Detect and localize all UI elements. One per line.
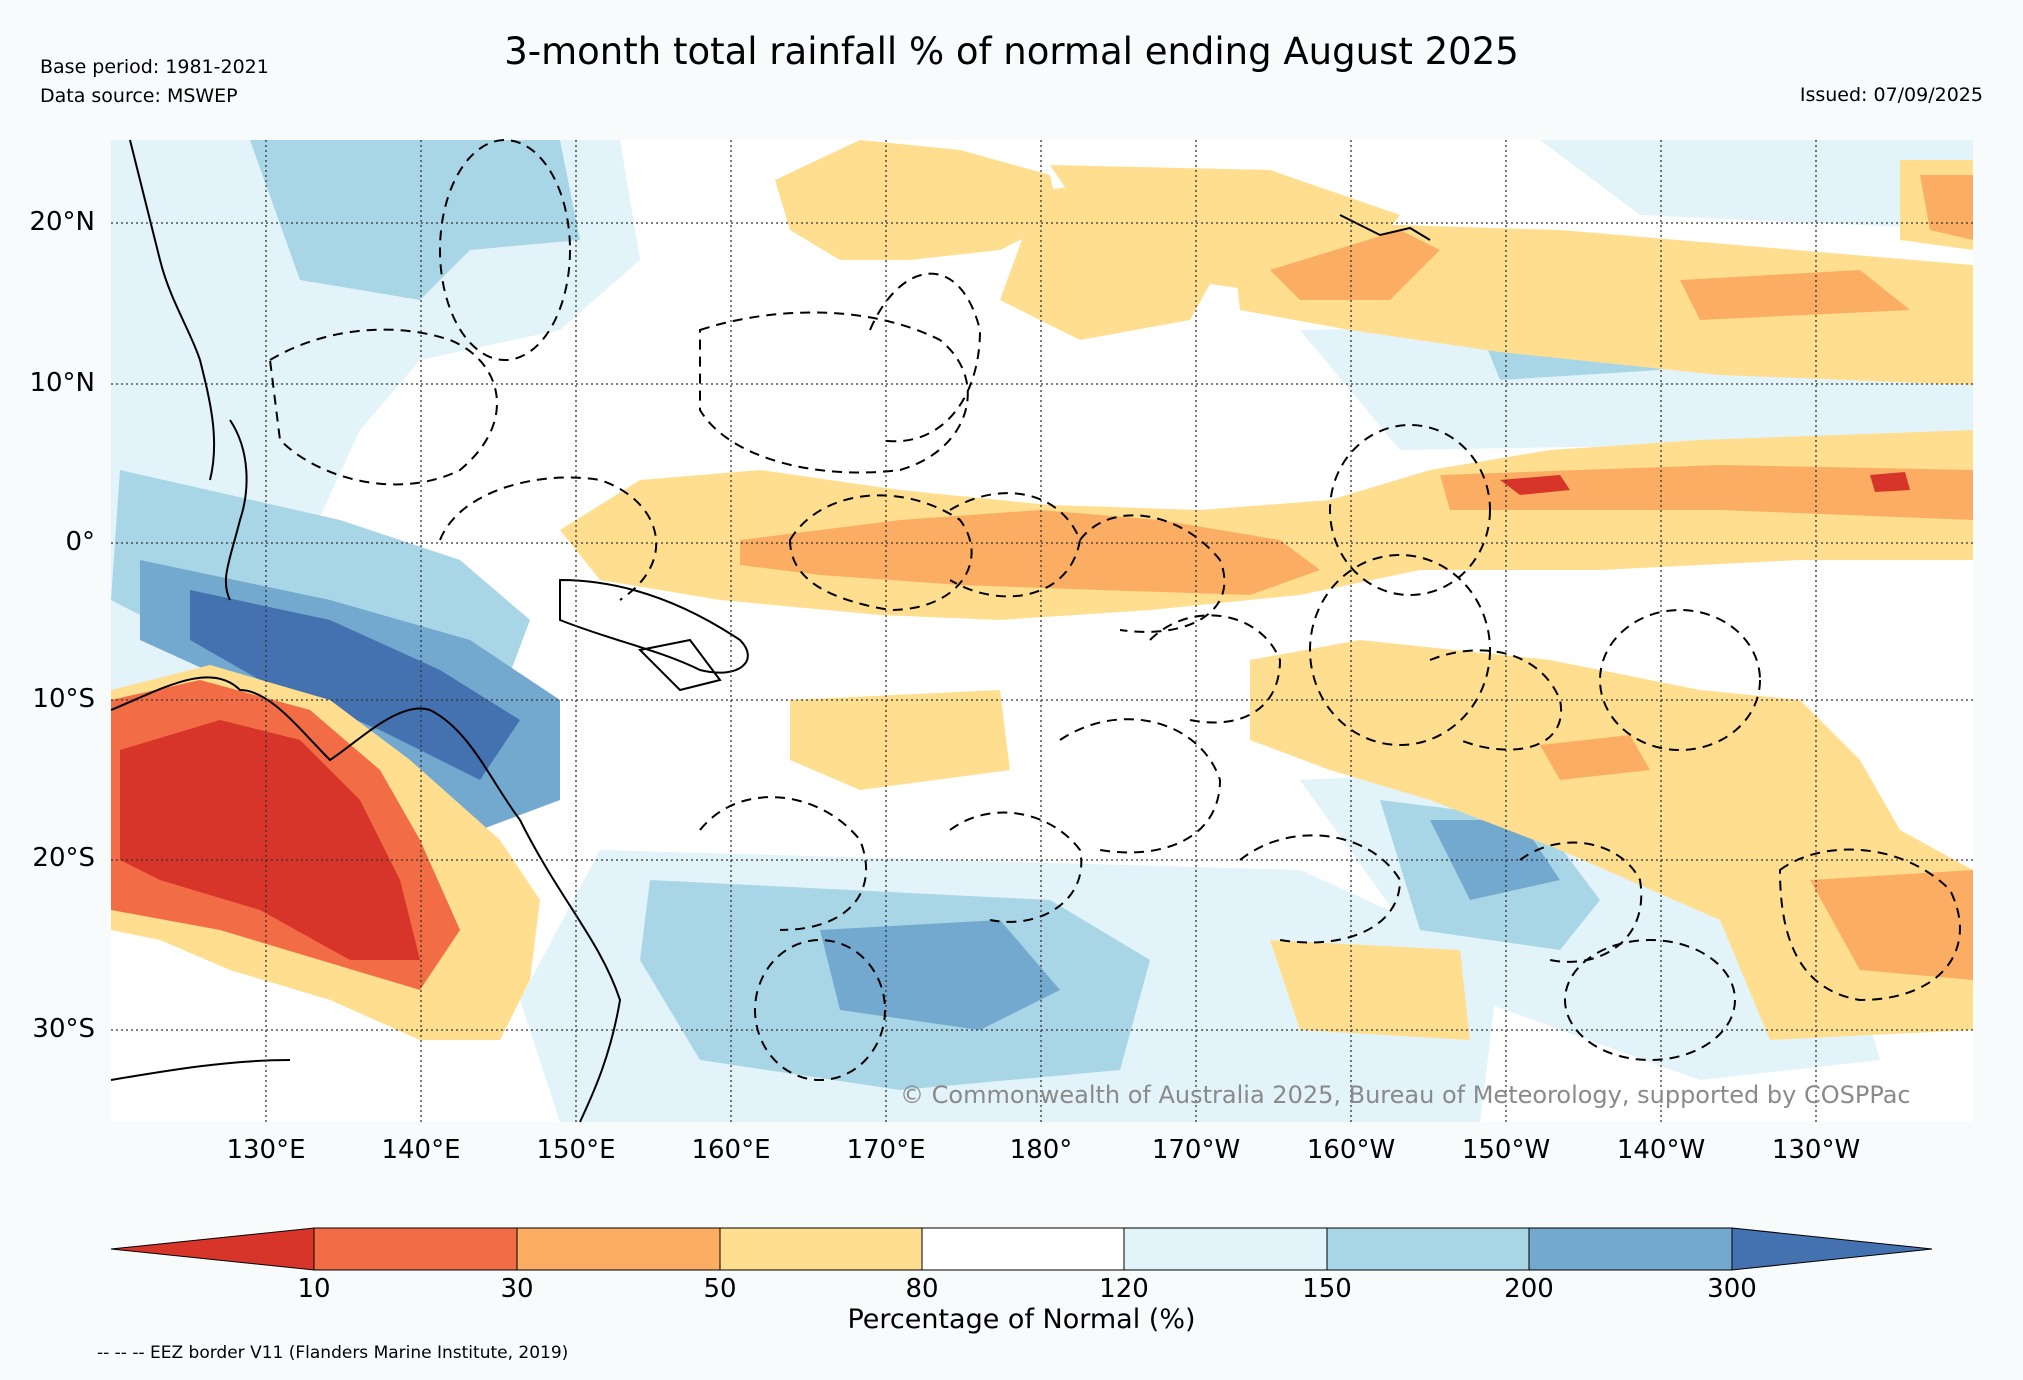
issued-date-label: Issued: 07/09/2025 (1799, 84, 1983, 106)
lon-label-150w: 150°W (1461, 1135, 1551, 1165)
lon-label-140e: 140°E (381, 1135, 461, 1165)
colorbar-title: Percentage of Normal (%) (847, 1304, 1196, 1335)
lon-label-180: 180° (1009, 1135, 1073, 1165)
lat-label-20n: 20°N (29, 207, 95, 237)
colorbar-segment-150-200 (1326, 1227, 1530, 1271)
colorbar-tick-150: 150 (1302, 1274, 1352, 1304)
colorbar-tick-50: 50 (703, 1274, 737, 1304)
lon-label-150e: 150°E (536, 1135, 616, 1165)
lon-label-140w: 140°W (1616, 1135, 1706, 1165)
eez-border-note: -- -- -- EEZ border V11 (Flanders Marine… (97, 1343, 569, 1363)
lat-label-10s: 10°S (32, 684, 95, 714)
colorbar-tick-80: 80 (905, 1274, 939, 1304)
colorbar-segment-gt300 (1731, 1227, 1933, 1271)
colorbar-tick-200: 200 (1504, 1274, 1554, 1304)
lon-label-160e: 160°E (691, 1135, 771, 1165)
colorbar-segment-200-300 (1528, 1227, 1733, 1271)
lat-label-0: 0° (65, 527, 95, 557)
lon-label-160w: 160°W (1306, 1135, 1396, 1165)
graticule (111, 140, 1973, 1122)
rainfall-field (111, 140, 1973, 1122)
colorbar-tick-300: 300 (1707, 1274, 1757, 1304)
colorbar-segment-120-150 (1123, 1227, 1328, 1271)
copyright-text: © Commonwealth of Australia 2025, Bureau… (900, 1081, 1911, 1109)
colorbar (110, 1227, 1933, 1271)
colorbar-segment-lt10 (110, 1227, 315, 1271)
lon-label-130e: 130°E (226, 1135, 306, 1165)
colorbar-segment-80-120 (921, 1227, 1125, 1271)
lon-label-130w: 130°W (1771, 1135, 1861, 1165)
lat-label-10n: 10°N (29, 368, 95, 398)
lat-label-20s: 20°S (32, 843, 95, 873)
lon-label-170e: 170°E (846, 1135, 926, 1165)
coastlines (110, 139, 1431, 1123)
colorbar-segment-50-80 (719, 1227, 923, 1271)
colorbar-tick-120: 120 (1099, 1274, 1149, 1304)
lat-label-30s: 30°S (32, 1014, 95, 1044)
colorbar-tick-10: 10 (297, 1274, 331, 1304)
data-source-label: Data source: MSWEP (40, 85, 238, 107)
lon-label-170w: 170°W (1151, 1135, 1241, 1165)
base-period-label: Base period: 1981-2021 (40, 56, 269, 78)
map-title: 3-month total rainfall % of normal endin… (504, 30, 1519, 73)
colorbar-segment-10-30 (313, 1227, 518, 1271)
colorbar-tick-30: 30 (500, 1274, 534, 1304)
eez-borders (268, 139, 1961, 1081)
colorbar-segment-30-50 (516, 1227, 721, 1271)
